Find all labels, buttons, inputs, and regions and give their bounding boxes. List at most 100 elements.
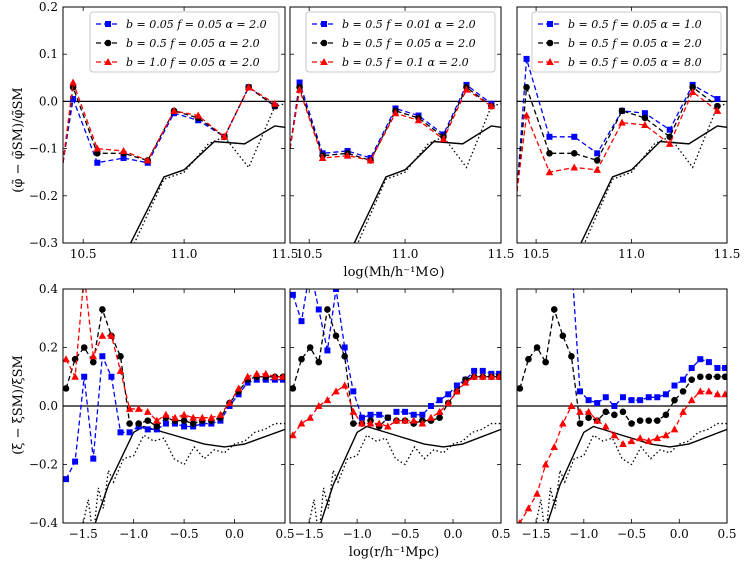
data-point-square: [410, 411, 417, 418]
data-point-square: [298, 318, 305, 325]
x-tick-label: 11.0: [171, 247, 198, 261]
x-tick-label: 11.5: [714, 247, 741, 261]
data-point-circle: [641, 114, 649, 122]
data-point-circle: [80, 344, 88, 351]
series-line: [63, 82, 276, 163]
data-point-circle: [593, 157, 601, 164]
data-point-circle: [517, 385, 524, 392]
data-point-triangle: [318, 154, 327, 162]
x-tick-label: 0.5: [275, 527, 294, 541]
y-tick-label: −0.1: [29, 142, 58, 156]
panel-frame: [289, 6, 502, 244]
legend-label: b = 0.5 f = 0.05 α = 1.0: [568, 18, 702, 31]
panel-top-0: 10.5 11.0 11.5 −0.3 −0.2 −0.1 0.0 0.1 0.2 b = 0.0…: [29, 0, 299, 261]
data-point-square: [654, 394, 661, 401]
data-point-triangle: [220, 132, 229, 140]
legend-label: b = 0.5 f = 0.01 α = 2.0: [342, 18, 476, 31]
data-point-circle: [63, 385, 70, 392]
legend-box: [305, 11, 496, 73]
data-point-triangle: [478, 372, 487, 380]
data-point-square: [479, 367, 486, 374]
data-point-circle: [144, 417, 152, 424]
data-point-square: [602, 394, 609, 401]
data-point-triangle: [314, 402, 323, 409]
data-point-square: [577, 388, 583, 395]
dotted-curve: [357, 103, 501, 243]
data-point-circle: [525, 355, 532, 363]
data-point-circle: [714, 102, 721, 110]
legend-label: b = 0.5 f = 0.05 α = 8.0: [568, 56, 702, 69]
data-point-circle: [721, 373, 727, 381]
data-point-triangle: [392, 416, 401, 424]
legend-box: [531, 11, 722, 73]
plot-area: [290, 79, 501, 243]
data-point-square: [99, 353, 106, 360]
data-point-square: [341, 344, 348, 351]
data-point-square: [63, 476, 70, 483]
dotted-curve: [82, 422, 285, 523]
data-point-circle: [696, 373, 704, 381]
series-line: [290, 88, 492, 162]
data-point-square: [523, 55, 530, 62]
x-tick-label: 0.0: [225, 527, 244, 541]
data-point-square: [619, 394, 626, 401]
x-tick-label: 10.5: [296, 247, 323, 261]
data-point-triangle: [262, 369, 270, 377]
y-tick-label: 0.0: [39, 399, 58, 413]
x-tick-label: −1.5: [522, 527, 551, 541]
data-point-square: [120, 155, 127, 162]
dotted-curve: [308, 422, 501, 523]
data-point-triangle: [409, 416, 418, 424]
legend-marker-square: [547, 21, 553, 27]
plot-area: [517, 289, 727, 523]
data-point-square: [680, 376, 687, 383]
data-point-circle: [89, 358, 97, 366]
data-point-triangle: [696, 387, 705, 395]
data-point-triangle: [495, 372, 501, 380]
data-point-triangle: [462, 85, 471, 93]
data-point-square: [144, 426, 151, 433]
data-point-square: [585, 397, 592, 404]
data-point-circle: [662, 411, 670, 419]
data-point-triangle: [418, 419, 427, 427]
data-point-circle: [126, 420, 133, 427]
data-point-circle: [298, 355, 305, 363]
data-point-square: [637, 397, 644, 404]
data-point-triangle: [271, 99, 279, 107]
data-point-triangle: [216, 410, 225, 418]
data-point-triangle: [180, 410, 188, 418]
x-tick-label: −0.5: [391, 527, 420, 541]
data-point-circle: [306, 344, 314, 351]
data-point-square: [641, 110, 648, 117]
data-point-square: [453, 382, 460, 389]
data-point-triangle: [644, 437, 653, 445]
data-point-triangle: [332, 387, 340, 395]
data-point-square: [117, 429, 124, 436]
data-point-square: [594, 400, 601, 407]
y-tick-label: 0.4: [39, 282, 58, 296]
x-tick-label: 11.5: [272, 247, 299, 261]
data-point-triangle: [290, 431, 297, 439]
solid-curve: [319, 425, 501, 523]
data-point-square: [90, 455, 97, 462]
legend-marker-triangle: [546, 58, 554, 65]
data-point-circle: [654, 417, 661, 424]
data-point-circle: [71, 355, 79, 363]
y-tick-label: −0.3: [29, 236, 58, 250]
data-point-triangle: [134, 404, 143, 412]
data-point-square: [722, 364, 727, 371]
data-point-triangle: [444, 399, 453, 407]
data-point-triangle: [601, 422, 610, 430]
x-tick-label: −0.5: [170, 527, 199, 541]
data-point-circle: [576, 420, 584, 427]
data-point-triangle: [559, 419, 567, 427]
legend-marker-square: [105, 21, 111, 27]
data-point-triangle: [517, 519, 523, 523]
data-point-triangle: [295, 85, 304, 93]
data-point-triangle: [252, 369, 261, 377]
data-point-triangle: [713, 106, 722, 114]
data-point-square: [81, 373, 88, 380]
data-point-circle: [384, 414, 392, 422]
